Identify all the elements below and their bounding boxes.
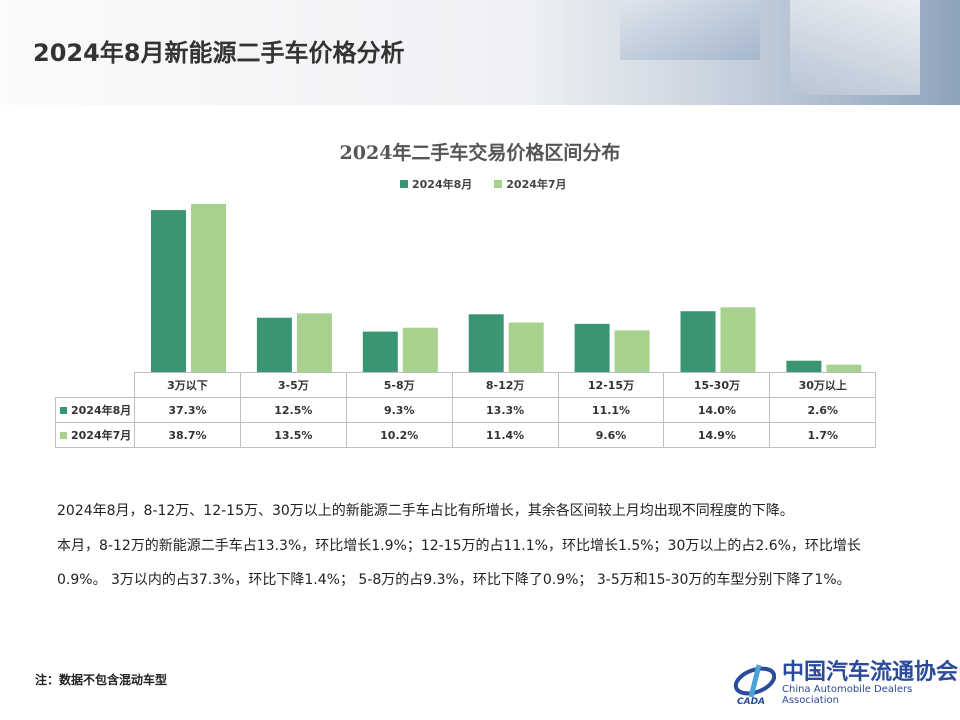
data-label: 13.5% — [239, 422, 347, 448]
bar-aug — [151, 210, 186, 372]
row-label: 2024年8月 — [55, 397, 135, 423]
data-label: 2.6% — [769, 397, 877, 423]
logo-cn: 中国汽车流通协会 — [782, 659, 959, 685]
data-label: 11.1% — [557, 397, 665, 423]
bar-chart — [151, 204, 862, 372]
decor-cube — [620, 0, 760, 60]
logo-en: China Automobile Dealers Association — [782, 684, 913, 706]
legend-swatch — [400, 180, 408, 188]
table-corner — [55, 372, 135, 398]
bar-jul — [614, 330, 650, 372]
data-label: 14.9% — [663, 422, 771, 448]
legend-label: 2024年7月 — [506, 178, 567, 191]
category-label: 3-5万 — [239, 372, 347, 398]
bar-jul — [296, 313, 332, 372]
data-label: 9.3% — [345, 397, 453, 423]
bar-aug — [786, 360, 822, 372]
data-label: 14.0% — [663, 397, 771, 423]
bar-aug — [680, 311, 716, 372]
category-label: 5-8万 — [345, 372, 453, 398]
data-label: 38.7% — [134, 422, 241, 448]
data-label: 9.6% — [557, 422, 665, 448]
legend-swatch — [60, 407, 67, 414]
svg-text:CADA: CADA — [737, 697, 765, 705]
legend-item: 2024年8月 — [400, 176, 472, 192]
cada-logo-mark: CADA — [733, 664, 776, 705]
cada-logo: CADA 中国汽车流通协会 China Automobile Dealers As… — [733, 660, 960, 706]
bar-aug — [468, 314, 504, 372]
category-label: 30万以上 — [769, 372, 877, 398]
paragraph: 本月，8-12万的新能源二手车占13.3%，环比增长1.9%；12-15万的占1… — [57, 537, 861, 589]
category-label: 12-15万 — [557, 372, 665, 398]
data-label: 13.3% — [451, 397, 559, 423]
chart-legend: 2024年8月 2024年7月 — [400, 176, 567, 192]
legend-swatch — [494, 180, 503, 188]
header-banner — [0, 0, 960, 105]
bar-jul — [720, 307, 756, 372]
bar-aug — [256, 317, 292, 372]
data-label: 10.2% — [345, 422, 453, 448]
page-title: 2024年8月新能源二手车价格分析 — [33, 39, 405, 67]
data-label: 12.5% — [239, 397, 347, 423]
data-label: 1.7% — [769, 422, 877, 448]
bar-jul — [826, 364, 862, 372]
row-label-text: 2024年8月 — [71, 404, 132, 417]
category-label: 8-12万 — [451, 372, 559, 398]
category-label: 15-30万 — [663, 372, 771, 398]
decor-cube — [790, 0, 920, 95]
legend-label: 2024年8月 — [412, 178, 473, 191]
footnote: 注：数据不包含混动车型 — [35, 673, 168, 687]
row-label-text: 2024年7月 — [71, 429, 132, 442]
bar-aug — [574, 323, 610, 372]
category-label: 3万以下 — [134, 372, 241, 398]
bar-aug — [362, 331, 398, 372]
bar-jul — [402, 327, 438, 372]
data-table: 3万以下 3-5万 5-8万 8-12万 12-15万 15-30万 30万以上 2024年… — [55, 372, 877, 448]
paragraph: 2024年8月，8-12万、12-15万、30万以上的新能源二手车占比有所增长，… — [57, 503, 794, 519]
data-label: 11.4% — [451, 422, 559, 448]
chart-title: 2024年二手车交易价格区间分布 — [339, 142, 621, 164]
data-label: 37.3% — [134, 397, 241, 423]
bar-jul — [191, 204, 226, 372]
legend-item: 2024年7月 — [494, 176, 567, 192]
legend-swatch — [60, 432, 67, 439]
row-label: 2024年7月 — [55, 422, 135, 448]
analysis-text: 2024年8月，8-12万、12-15万、30万以上的新能源二手车占比有所增长，… — [57, 494, 907, 598]
bar-jul — [508, 322, 544, 372]
